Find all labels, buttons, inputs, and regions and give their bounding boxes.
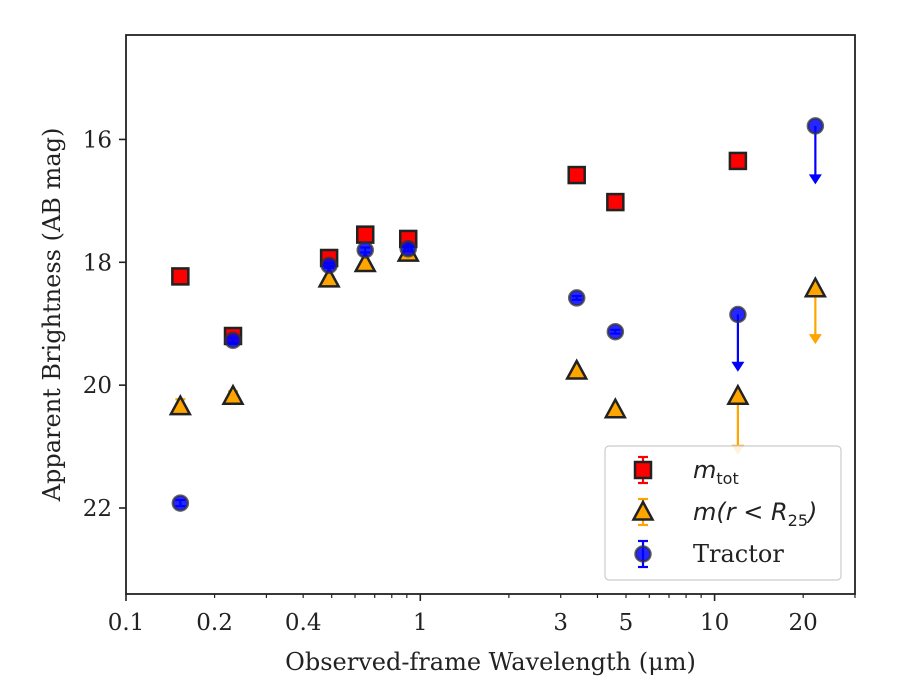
m-r-r-25-point-5 bbox=[565, 358, 589, 380]
m-r-r-25-point-6 bbox=[603, 397, 627, 419]
m-tot-point-7 bbox=[728, 151, 748, 171]
tractor-point-7 bbox=[729, 305, 747, 324]
x-tick-label: 3 bbox=[553, 610, 568, 636]
legend-box bbox=[604, 445, 842, 581]
tractor-point-4 bbox=[399, 240, 417, 258]
x-tick-label: 0.1 bbox=[108, 610, 145, 636]
y-tick-label: 18 bbox=[83, 250, 112, 276]
plot-frame bbox=[125, 34, 856, 595]
y-axis-label: Apparent Brightness (AB mag) bbox=[38, 128, 66, 503]
tractor-point-0 bbox=[171, 494, 190, 512]
y-tick-label: 20 bbox=[83, 373, 112, 399]
tractor-point-6 bbox=[606, 322, 625, 341]
series-m-tot bbox=[171, 151, 748, 346]
m-tot-point-3 bbox=[355, 225, 375, 244]
tractor-point-5 bbox=[567, 289, 586, 307]
x-tick-label: 1 bbox=[413, 610, 428, 636]
legend-label: Tractor bbox=[693, 540, 784, 568]
tractor-point-8 bbox=[806, 117, 825, 135]
x-tick-label: 20 bbox=[789, 610, 818, 636]
legend-marker bbox=[634, 545, 652, 563]
legend-entry-m-tot: mtot bbox=[633, 455, 739, 488]
tractor-point-1 bbox=[224, 331, 242, 350]
ticks-layer: 0.1 0.2 0.4 1 3 5 10 20 16 18 20 22 bbox=[83, 127, 856, 636]
m-r-r-25-point-2 bbox=[317, 266, 341, 288]
tractor-point-2 bbox=[320, 256, 338, 275]
m-tot-point-5 bbox=[567, 165, 586, 185]
legend-marker bbox=[633, 460, 653, 480]
m-tot-point-0 bbox=[171, 267, 190, 286]
x-tick-label: 0.4 bbox=[285, 610, 322, 636]
series-m-r-r-25 bbox=[168, 240, 827, 455]
tractor-upper-limit-arrow-8 bbox=[808, 125, 822, 185]
x-tick-label: 5 bbox=[619, 610, 634, 636]
series-tractor bbox=[171, 117, 825, 512]
m-r-r-25-point-7 bbox=[726, 383, 750, 405]
tractor-point-3 bbox=[356, 241, 374, 259]
m-r-r-25-point-0 bbox=[168, 394, 192, 416]
m-r-r-25-point-1 bbox=[221, 383, 245, 405]
x-tick-label: 10 bbox=[700, 610, 729, 636]
y-tick-label: 22 bbox=[83, 496, 112, 522]
m-r-r-25-point-8 bbox=[803, 276, 827, 298]
m-tot-point-6 bbox=[606, 192, 625, 212]
legend-entry-tractor: Tractor bbox=[634, 539, 784, 569]
x-axis-label: Observed-frame Wavelength (μm) bbox=[285, 648, 696, 676]
m-r-r-25-point-3 bbox=[353, 250, 377, 273]
legend-marker bbox=[631, 499, 655, 521]
marks-layer bbox=[168, 117, 827, 512]
x-tick-label: 0.2 bbox=[196, 610, 233, 636]
y-tick-label: 16 bbox=[83, 127, 112, 153]
